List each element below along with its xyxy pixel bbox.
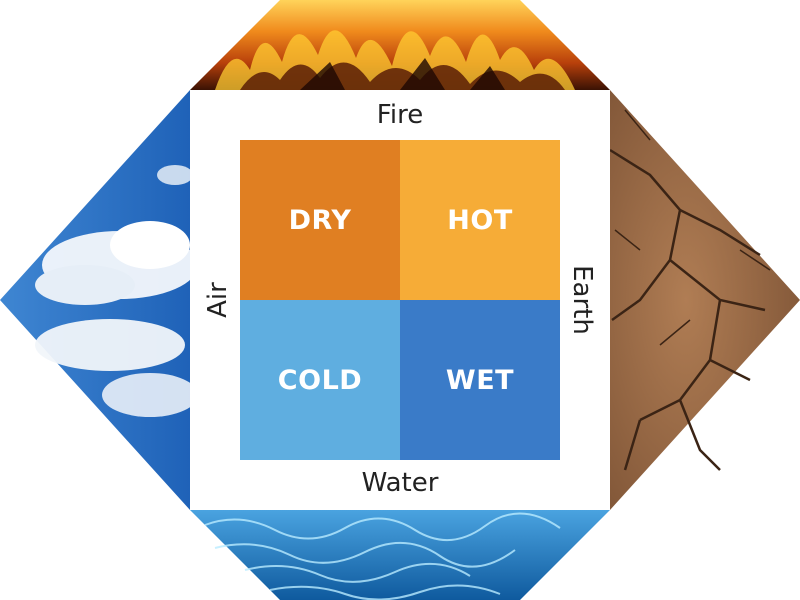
cracked-earth-image bbox=[609, 90, 800, 510]
water-image bbox=[190, 510, 610, 600]
elements-qualities-diagram: Fire Water Air Earth DRY HOT COLD WET bbox=[190, 90, 610, 510]
qualities-grid: DRY HOT COLD WET bbox=[240, 140, 560, 460]
quality-cell-cold: COLD bbox=[240, 300, 400, 460]
sky-image bbox=[0, 90, 198, 510]
quality-cell-dry: DRY bbox=[240, 140, 400, 300]
element-label-fire: Fire bbox=[376, 100, 424, 130]
element-label-earth: Earth bbox=[567, 265, 597, 335]
quality-cell-hot: HOT bbox=[400, 140, 560, 300]
fire-image bbox=[190, 0, 610, 91]
quality-cell-wet: WET bbox=[400, 300, 560, 460]
element-label-water: Water bbox=[361, 468, 439, 498]
element-label-air: Air bbox=[203, 282, 233, 318]
